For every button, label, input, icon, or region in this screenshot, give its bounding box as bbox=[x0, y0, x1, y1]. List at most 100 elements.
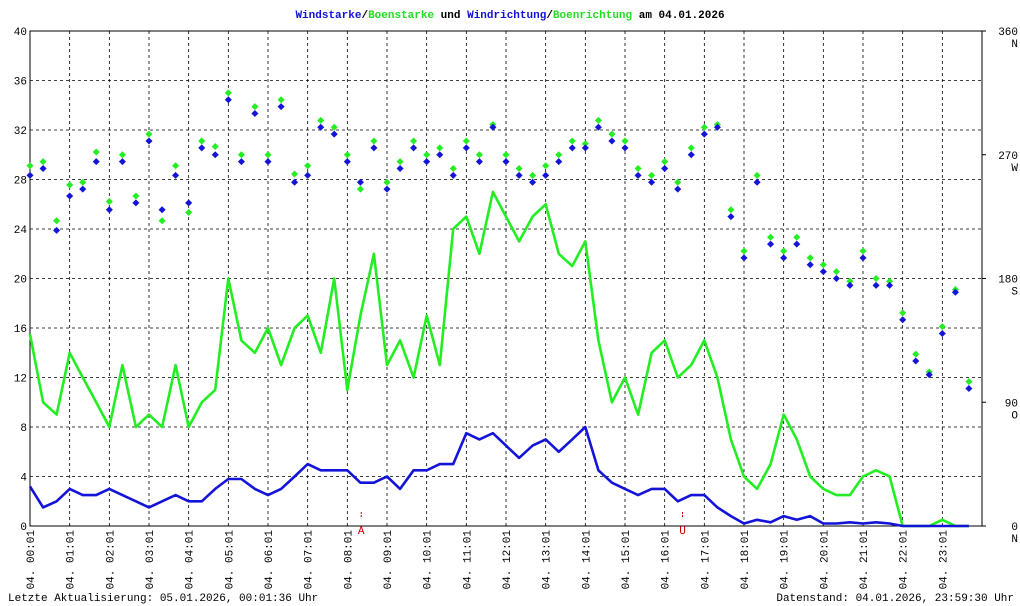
direction-dot bbox=[965, 384, 973, 393]
y-tick-label: 8 bbox=[20, 423, 27, 435]
y-tick-label: 40 bbox=[14, 27, 27, 39]
direction-dot bbox=[66, 181, 74, 189]
direction-dot bbox=[832, 268, 840, 276]
direction-dot bbox=[740, 254, 748, 262]
annotation: A bbox=[358, 526, 365, 538]
direction-dot bbox=[410, 144, 418, 152]
y2-tick-label: 0 bbox=[1011, 522, 1018, 534]
direction-dot bbox=[555, 151, 563, 159]
direction-dot bbox=[92, 158, 100, 166]
direction-dot bbox=[965, 378, 973, 386]
direction-dot bbox=[343, 158, 351, 166]
direction-dot bbox=[185, 208, 193, 217]
direction-dot bbox=[938, 323, 946, 331]
direction-dot bbox=[727, 206, 735, 214]
direction-dot bbox=[449, 164, 457, 173]
x-tick-label: 04. 10:01 bbox=[423, 530, 435, 590]
x-tick-label: 04. 04:01 bbox=[185, 530, 197, 590]
x-tick-label: 04. 20:01 bbox=[819, 530, 831, 590]
direction-dot bbox=[224, 96, 232, 104]
x-tick-label: 04. 12:01 bbox=[502, 530, 514, 590]
direction-dot bbox=[330, 123, 338, 131]
direction-dot bbox=[304, 162, 312, 170]
direction-dot bbox=[277, 96, 285, 104]
direction-dot bbox=[105, 197, 113, 206]
direction-dot bbox=[132, 199, 140, 207]
direction-dot bbox=[79, 178, 87, 186]
direction-dot bbox=[912, 357, 920, 365]
x-tick-label: 04. 13:01 bbox=[542, 530, 554, 590]
footer-right: Datenstand: 04.01.2026, 23:59:30 Uhr bbox=[776, 593, 1014, 605]
direction-dot bbox=[158, 217, 166, 225]
direction-dot bbox=[568, 144, 576, 152]
direction-dot bbox=[185, 199, 193, 207]
direction-dot bbox=[26, 171, 34, 179]
direction-dot bbox=[211, 142, 219, 151]
direction-dot bbox=[621, 144, 629, 152]
y2-tick-letter: N bbox=[1011, 39, 1018, 51]
direction-dot bbox=[356, 178, 364, 186]
direction-dot bbox=[502, 158, 510, 166]
direction-dot bbox=[198, 144, 206, 152]
direction-dot bbox=[846, 277, 854, 285]
direction-dot bbox=[79, 185, 87, 193]
direction-dot bbox=[132, 192, 140, 200]
direction-dot bbox=[475, 151, 483, 159]
direction-dot bbox=[264, 151, 272, 159]
direction-dot bbox=[793, 233, 801, 241]
direction-dot bbox=[39, 158, 47, 166]
direction-dot bbox=[251, 103, 259, 111]
direction-dot bbox=[39, 164, 47, 173]
x-tick-label: 04. 08:01 bbox=[343, 530, 355, 590]
chart-title: Windstarke/Boenstarke und Windrichtung/B… bbox=[295, 10, 724, 22]
direction-dot bbox=[819, 268, 827, 276]
y-tick-label: 12 bbox=[14, 374, 27, 386]
direction-dot bbox=[118, 158, 126, 166]
direction-dot bbox=[568, 137, 576, 145]
y2-tick-label: 270 bbox=[998, 151, 1018, 163]
direction-dot bbox=[727, 213, 735, 221]
y-tick-label: 24 bbox=[14, 225, 28, 237]
direction-dot bbox=[713, 123, 721, 131]
direction-dot bbox=[529, 171, 537, 179]
direction-dot bbox=[899, 309, 907, 317]
direction-dot bbox=[277, 103, 285, 111]
direction-dot bbox=[92, 148, 100, 156]
direction-dot bbox=[951, 288, 959, 296]
direction-dot bbox=[105, 206, 113, 214]
direction-dot bbox=[542, 171, 550, 179]
direction-dot bbox=[832, 274, 840, 283]
direction-dot bbox=[634, 164, 642, 173]
direction-dot bbox=[462, 144, 470, 152]
direction-dot bbox=[172, 162, 180, 170]
direction-dot bbox=[621, 137, 629, 145]
y2-tick-label: 180 bbox=[998, 275, 1018, 287]
direction-dot bbox=[608, 130, 616, 138]
direction-dot bbox=[687, 144, 695, 152]
y-tick-label: 0 bbox=[20, 522, 27, 534]
direction-dot bbox=[317, 123, 325, 131]
direction-dot bbox=[304, 171, 312, 179]
direction-dot bbox=[806, 261, 814, 269]
direction-dot bbox=[211, 151, 219, 159]
x-tick-label: 04. 00:01 bbox=[26, 530, 38, 590]
x-tick-label: 04. 23:01 bbox=[938, 530, 950, 590]
direction-dot bbox=[423, 151, 431, 159]
y-tick-label: 28 bbox=[14, 176, 27, 188]
x-tick-label: 04. 21:01 bbox=[859, 530, 871, 590]
direction-dot bbox=[886, 277, 894, 285]
x-tick-label: 04. 18:01 bbox=[740, 530, 752, 590]
title-part: Windrichtung bbox=[467, 10, 546, 22]
x-tick-label: 04. 15:01 bbox=[621, 530, 633, 590]
direction-dot bbox=[172, 171, 180, 179]
direction-dot bbox=[859, 247, 867, 255]
title-part: Boenstarke bbox=[368, 10, 434, 22]
direction-dot bbox=[819, 261, 827, 269]
direction-dot bbox=[700, 123, 708, 131]
direction-dot bbox=[648, 178, 656, 186]
direction-dot bbox=[872, 274, 880, 283]
footer-left: Letzte Aktualisierung: 05.01.2026, 00:01… bbox=[8, 593, 318, 605]
y2-tick-label: 90 bbox=[1005, 398, 1018, 410]
direction-dot bbox=[899, 316, 907, 324]
